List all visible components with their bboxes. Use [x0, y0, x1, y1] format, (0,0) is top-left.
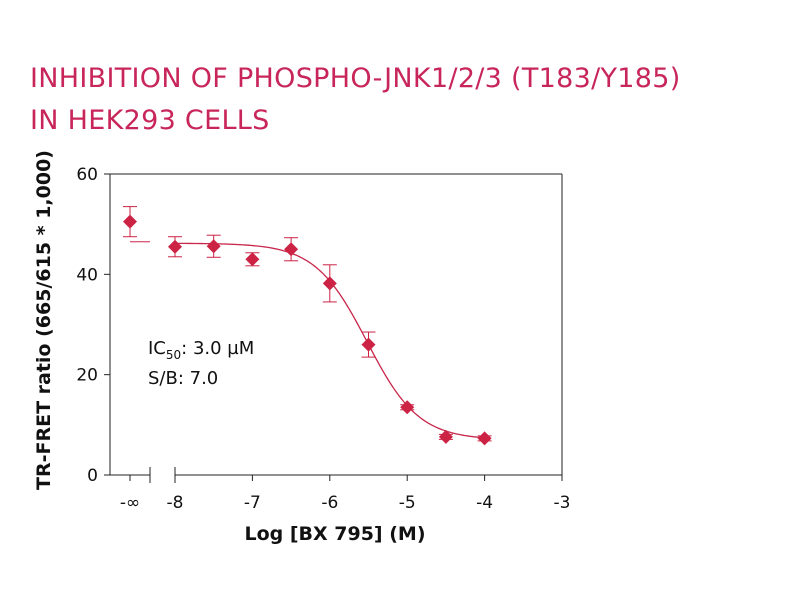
x-axis-title: Log [BX 795] (M)	[244, 523, 425, 545]
data-point-group	[361, 331, 376, 358]
x-tick-label-control: -∞	[120, 493, 140, 513]
x-tick-label: -8	[167, 493, 184, 513]
data-point	[168, 239, 182, 254]
data-points	[168, 234, 492, 446]
data-point	[438, 429, 453, 444]
y-axis-title: TR-FRET ratio (665/615 * 1,000)	[33, 150, 55, 490]
sb-annotation: S/B: 7.0	[148, 368, 218, 389]
data-point	[322, 276, 337, 291]
y-tick-label: 0	[87, 466, 98, 486]
data-point	[245, 252, 260, 267]
data-point	[284, 242, 299, 257]
chart-title-line-2: IN HEK293 CELLS	[30, 105, 270, 136]
data-point-group	[168, 236, 182, 258]
control-group	[123, 206, 150, 243]
data-point-group	[438, 429, 453, 444]
ic50-annotation: IC50: 3.0 µM	[148, 338, 254, 362]
data-point-group	[322, 264, 337, 303]
ic50-subscript: 50	[166, 348, 181, 362]
plot-frame	[110, 173, 563, 475]
data-point	[400, 400, 415, 415]
y-tick-label: 40	[76, 265, 98, 285]
data-point	[206, 239, 221, 254]
ic50-prefix: IC	[148, 338, 166, 359]
data-point-group	[477, 431, 492, 446]
ic50-value: : 3.0 µM	[181, 338, 254, 359]
x-tick-label: -6	[321, 493, 338, 513]
control-point	[123, 214, 137, 229]
x-tick-label: -4	[476, 493, 493, 513]
x-tick-label: -7	[244, 493, 261, 513]
data-point-group	[245, 252, 260, 267]
data-point-group	[400, 400, 415, 415]
x-tick-label: -5	[399, 493, 416, 513]
y-tick-label: 60	[76, 165, 98, 185]
chart-title-line-1: INHIBITION OF PHOSPHO-JNK1/2/3 (T183/Y18…	[30, 63, 681, 94]
data-point	[361, 337, 376, 352]
y-tick-label: 20	[76, 366, 98, 386]
data-point	[477, 431, 492, 446]
data-point-group	[284, 237, 299, 262]
data-point-group	[206, 234, 221, 258]
x-axis: -∞ -8 -7 -6 -5 -4 -3	[110, 467, 570, 513]
y-axis: 0 20 40 60	[76, 165, 111, 486]
x-tick-label: -3	[554, 493, 571, 513]
